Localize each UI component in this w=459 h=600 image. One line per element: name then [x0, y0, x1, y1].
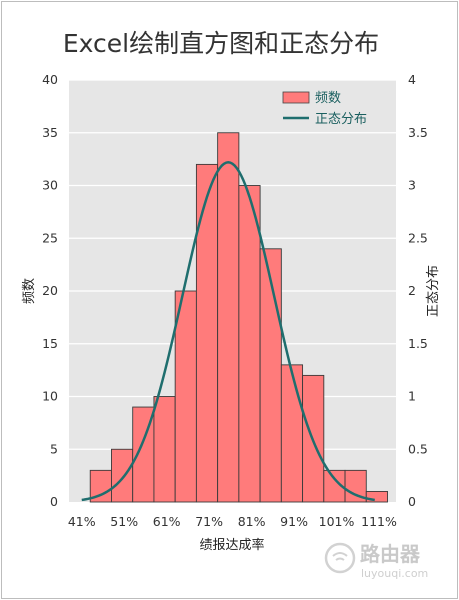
y-tick-label: 5 — [50, 441, 58, 456]
y-tick-label: 40 — [42, 72, 58, 87]
y-axis-ticks: 0 5 10 15 20 25 30 35 40 — [42, 72, 58, 509]
y-tick-label: 25 — [42, 230, 58, 245]
y2-tick-label: 2 — [408, 283, 416, 298]
y2-tick-label: 0 — [408, 494, 416, 509]
histogram-bar — [174, 290, 197, 503]
legend-label-bars: 频数 — [315, 91, 341, 106]
histogram-bar — [344, 469, 367, 503]
legend-label-line: 正态分布 — [315, 112, 367, 127]
y2-tick-label: 3.5 — [408, 125, 428, 140]
histogram-bar — [153, 396, 176, 503]
x-tick-label: 101% — [319, 514, 355, 529]
y2-tick-label: 2.5 — [408, 230, 428, 245]
x-tick-label: 41% — [68, 514, 96, 529]
histogram-bar — [111, 448, 134, 503]
histogram-bar — [280, 364, 304, 503]
y-tick-label: 15 — [42, 336, 58, 351]
x-tick-label: 91% — [280, 514, 308, 529]
watermark-name: 路由器 — [360, 542, 421, 566]
y2-tick-label: 1 — [408, 389, 416, 404]
y2-tick-label: 0.5 — [408, 441, 428, 456]
chart-title: Excel绘制直方图和正态分布 — [63, 29, 379, 58]
x-axis-ticks: 41% 51% 61% 71% 81% 91% 101% 111% — [68, 514, 397, 529]
histogram-bar — [365, 491, 388, 503]
y2-axis-ticks: 0 0.5 1 1.5 2 2.5 3 3.5 4 — [408, 72, 428, 509]
y2-tick-label: 1.5 — [408, 336, 428, 351]
x-tick-label: 81% — [238, 514, 266, 529]
legend: 频数 正态分布 — [282, 91, 367, 127]
histogram-bar — [238, 185, 261, 503]
y-tick-label: 30 — [42, 178, 58, 193]
y2-tick-label: 4 — [408, 72, 416, 87]
x-tick-label: 61% — [153, 514, 181, 529]
y2-axis-label: 正态分布 — [426, 265, 441, 317]
legend-swatch-bars — [282, 91, 310, 104]
x-axis-label: 绩报达成率 — [199, 537, 264, 553]
x-tick-label: 71% — [195, 514, 223, 529]
normal-distribution-curve — [81, 161, 375, 502]
watermark: 路由器 luyouqi.com — [324, 542, 428, 580]
y-tick-label: 35 — [42, 125, 58, 140]
watermark-domain: luyouqi.com — [361, 567, 428, 580]
y-tick-label: 20 — [42, 283, 58, 298]
watermark-logo-icon — [324, 542, 356, 574]
histogram-bar — [259, 248, 282, 503]
y-tick-label: 10 — [42, 389, 58, 404]
y-axis-label: 频数 — [22, 278, 37, 304]
histogram-bar — [217, 132, 240, 503]
x-tick-label: 111% — [361, 514, 397, 529]
x-tick-label: 51% — [110, 514, 138, 529]
histogram-bar — [195, 163, 219, 503]
histogram-bars — [89, 132, 388, 503]
watermark-wifi-icon — [332, 552, 348, 561]
y2-tick-label: 3 — [408, 178, 416, 193]
y-tick-label: 0 — [50, 494, 58, 509]
